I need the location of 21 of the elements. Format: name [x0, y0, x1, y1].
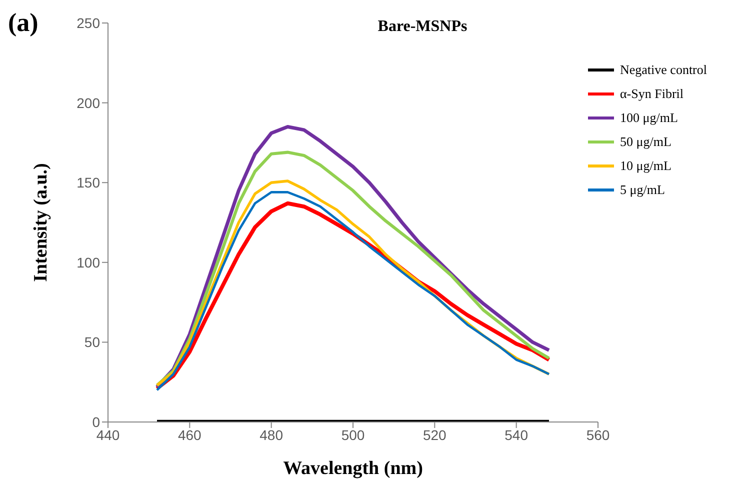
- legend-label: 10 μg/mL: [620, 158, 672, 174]
- legend-label: 100 μg/mL: [620, 110, 678, 126]
- y-tick-label: 50: [84, 334, 100, 350]
- x-tick-label: 460: [178, 426, 202, 443]
- y-axis-title: Intensity (a.u.): [30, 163, 52, 282]
- text: (a): [8, 8, 38, 38]
- y-tick-label: 200: [76, 94, 100, 111]
- chart-title: Bare-MSNPs: [378, 18, 468, 35]
- y-tick-label: 250: [76, 14, 100, 31]
- x-tick-label: 480: [260, 426, 284, 443]
- y-tick-label: 100: [76, 254, 100, 270]
- x-tick-label: 540: [504, 426, 528, 443]
- legend-label: 5 μg/mL: [620, 182, 665, 198]
- x-tick-label: 560: [586, 426, 610, 443]
- x-axis-title: Wavelength (nm): [283, 458, 423, 479]
- y-tick-label: 150: [76, 174, 100, 191]
- x-tick-label: 500: [341, 426, 365, 443]
- legend-label: Negative control: [620, 62, 707, 78]
- legend-label: α-Syn Fibril: [620, 86, 684, 102]
- legend-label: 50 μg/mL: [620, 134, 672, 150]
- x-tick-label: 520: [422, 426, 447, 443]
